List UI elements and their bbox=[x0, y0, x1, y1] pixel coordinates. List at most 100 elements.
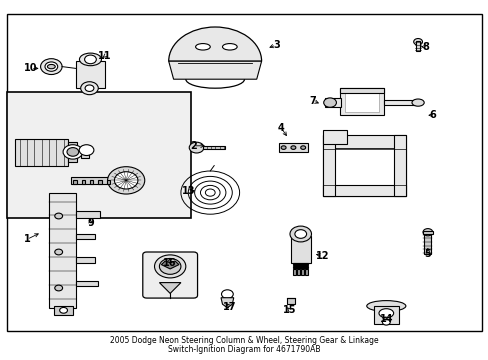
Bar bbox=[332, 148, 395, 191]
Circle shape bbox=[60, 307, 67, 313]
Circle shape bbox=[55, 285, 62, 291]
Text: 6: 6 bbox=[428, 110, 435, 120]
Bar bbox=[297, 269, 300, 275]
Bar bbox=[90, 180, 93, 184]
Bar bbox=[76, 281, 98, 286]
Bar bbox=[54, 306, 73, 315]
Circle shape bbox=[221, 290, 233, 298]
Bar bbox=[76, 234, 95, 239]
Circle shape bbox=[84, 55, 96, 64]
Bar bbox=[203, 146, 224, 149]
Ellipse shape bbox=[411, 99, 424, 106]
Circle shape bbox=[189, 142, 203, 153]
Bar bbox=[286, 298, 294, 304]
Bar bbox=[373, 306, 398, 324]
Text: 17: 17 bbox=[223, 302, 236, 312]
Circle shape bbox=[63, 145, 82, 159]
Bar bbox=[322, 185, 405, 196]
Circle shape bbox=[55, 213, 62, 219]
Text: 9: 9 bbox=[87, 218, 94, 228]
Bar bbox=[322, 130, 346, 144]
Bar bbox=[76, 211, 100, 218]
Bar bbox=[293, 266, 307, 267]
Bar bbox=[339, 88, 383, 115]
Circle shape bbox=[154, 255, 185, 278]
Circle shape bbox=[85, 85, 94, 91]
Text: Switch-Ignition Diagram for 4671790AB: Switch-Ignition Diagram for 4671790AB bbox=[168, 345, 320, 354]
Bar bbox=[293, 267, 307, 268]
Ellipse shape bbox=[366, 301, 405, 311]
Text: 12: 12 bbox=[315, 251, 329, 261]
Circle shape bbox=[107, 167, 144, 194]
Bar bbox=[278, 143, 307, 152]
Circle shape bbox=[159, 258, 181, 274]
Circle shape bbox=[45, 62, 58, 71]
Bar bbox=[7, 92, 190, 218]
Text: 3: 3 bbox=[272, 40, 279, 50]
Text: 11: 11 bbox=[98, 51, 112, 61]
Polygon shape bbox=[159, 283, 181, 293]
Text: 16: 16 bbox=[163, 258, 176, 268]
Circle shape bbox=[294, 230, 306, 238]
Polygon shape bbox=[168, 61, 261, 79]
Circle shape bbox=[55, 249, 62, 255]
FancyBboxPatch shape bbox=[142, 252, 197, 298]
Circle shape bbox=[281, 146, 285, 149]
Ellipse shape bbox=[47, 64, 55, 69]
Bar bbox=[81, 180, 85, 184]
Bar bbox=[81, 146, 89, 158]
Bar bbox=[293, 269, 296, 275]
Text: 10: 10 bbox=[24, 63, 38, 73]
Bar bbox=[115, 180, 118, 184]
Polygon shape bbox=[221, 298, 233, 308]
Bar bbox=[293, 263, 307, 264]
Wedge shape bbox=[168, 27, 261, 61]
Circle shape bbox=[422, 229, 432, 236]
Bar bbox=[339, 88, 383, 93]
Bar bbox=[73, 180, 77, 184]
Text: 1: 1 bbox=[23, 234, 30, 244]
Bar bbox=[7, 14, 481, 331]
Ellipse shape bbox=[222, 44, 237, 50]
Text: 8: 8 bbox=[421, 42, 428, 52]
Bar bbox=[422, 231, 432, 234]
Bar bbox=[325, 98, 340, 107]
Bar bbox=[393, 135, 405, 196]
Bar bbox=[290, 236, 310, 263]
Circle shape bbox=[81, 82, 98, 95]
Bar bbox=[383, 100, 415, 105]
Text: 7: 7 bbox=[309, 96, 316, 106]
Text: 2005 Dodge Neon Steering Column & Wheel, Steering Gear & Linkage: 2005 Dodge Neon Steering Column & Wheel,… bbox=[110, 336, 378, 345]
Bar bbox=[424, 232, 430, 254]
Bar bbox=[49, 193, 76, 308]
Bar bbox=[98, 180, 102, 184]
Ellipse shape bbox=[378, 309, 393, 318]
Bar bbox=[76, 61, 105, 88]
Bar bbox=[106, 180, 110, 184]
Bar bbox=[322, 135, 334, 196]
Bar bbox=[15, 139, 68, 166]
Ellipse shape bbox=[195, 44, 210, 50]
Bar bbox=[344, 92, 378, 112]
Bar bbox=[71, 177, 120, 184]
Text: 4: 4 bbox=[277, 123, 284, 133]
Text: 13: 13 bbox=[181, 186, 195, 196]
Bar bbox=[305, 269, 307, 275]
Bar bbox=[322, 135, 405, 196]
Circle shape bbox=[323, 98, 336, 107]
Circle shape bbox=[290, 146, 295, 149]
Circle shape bbox=[382, 319, 389, 325]
Bar bbox=[301, 269, 304, 275]
Circle shape bbox=[289, 226, 311, 242]
Text: 14: 14 bbox=[379, 314, 392, 324]
Circle shape bbox=[41, 59, 62, 75]
Bar bbox=[415, 41, 419, 51]
Circle shape bbox=[413, 39, 422, 45]
Circle shape bbox=[67, 148, 79, 156]
Polygon shape bbox=[161, 261, 179, 269]
Ellipse shape bbox=[79, 53, 102, 66]
Text: 2: 2 bbox=[189, 141, 196, 151]
Circle shape bbox=[79, 145, 94, 156]
Text: 15: 15 bbox=[283, 305, 296, 315]
Circle shape bbox=[114, 172, 138, 189]
